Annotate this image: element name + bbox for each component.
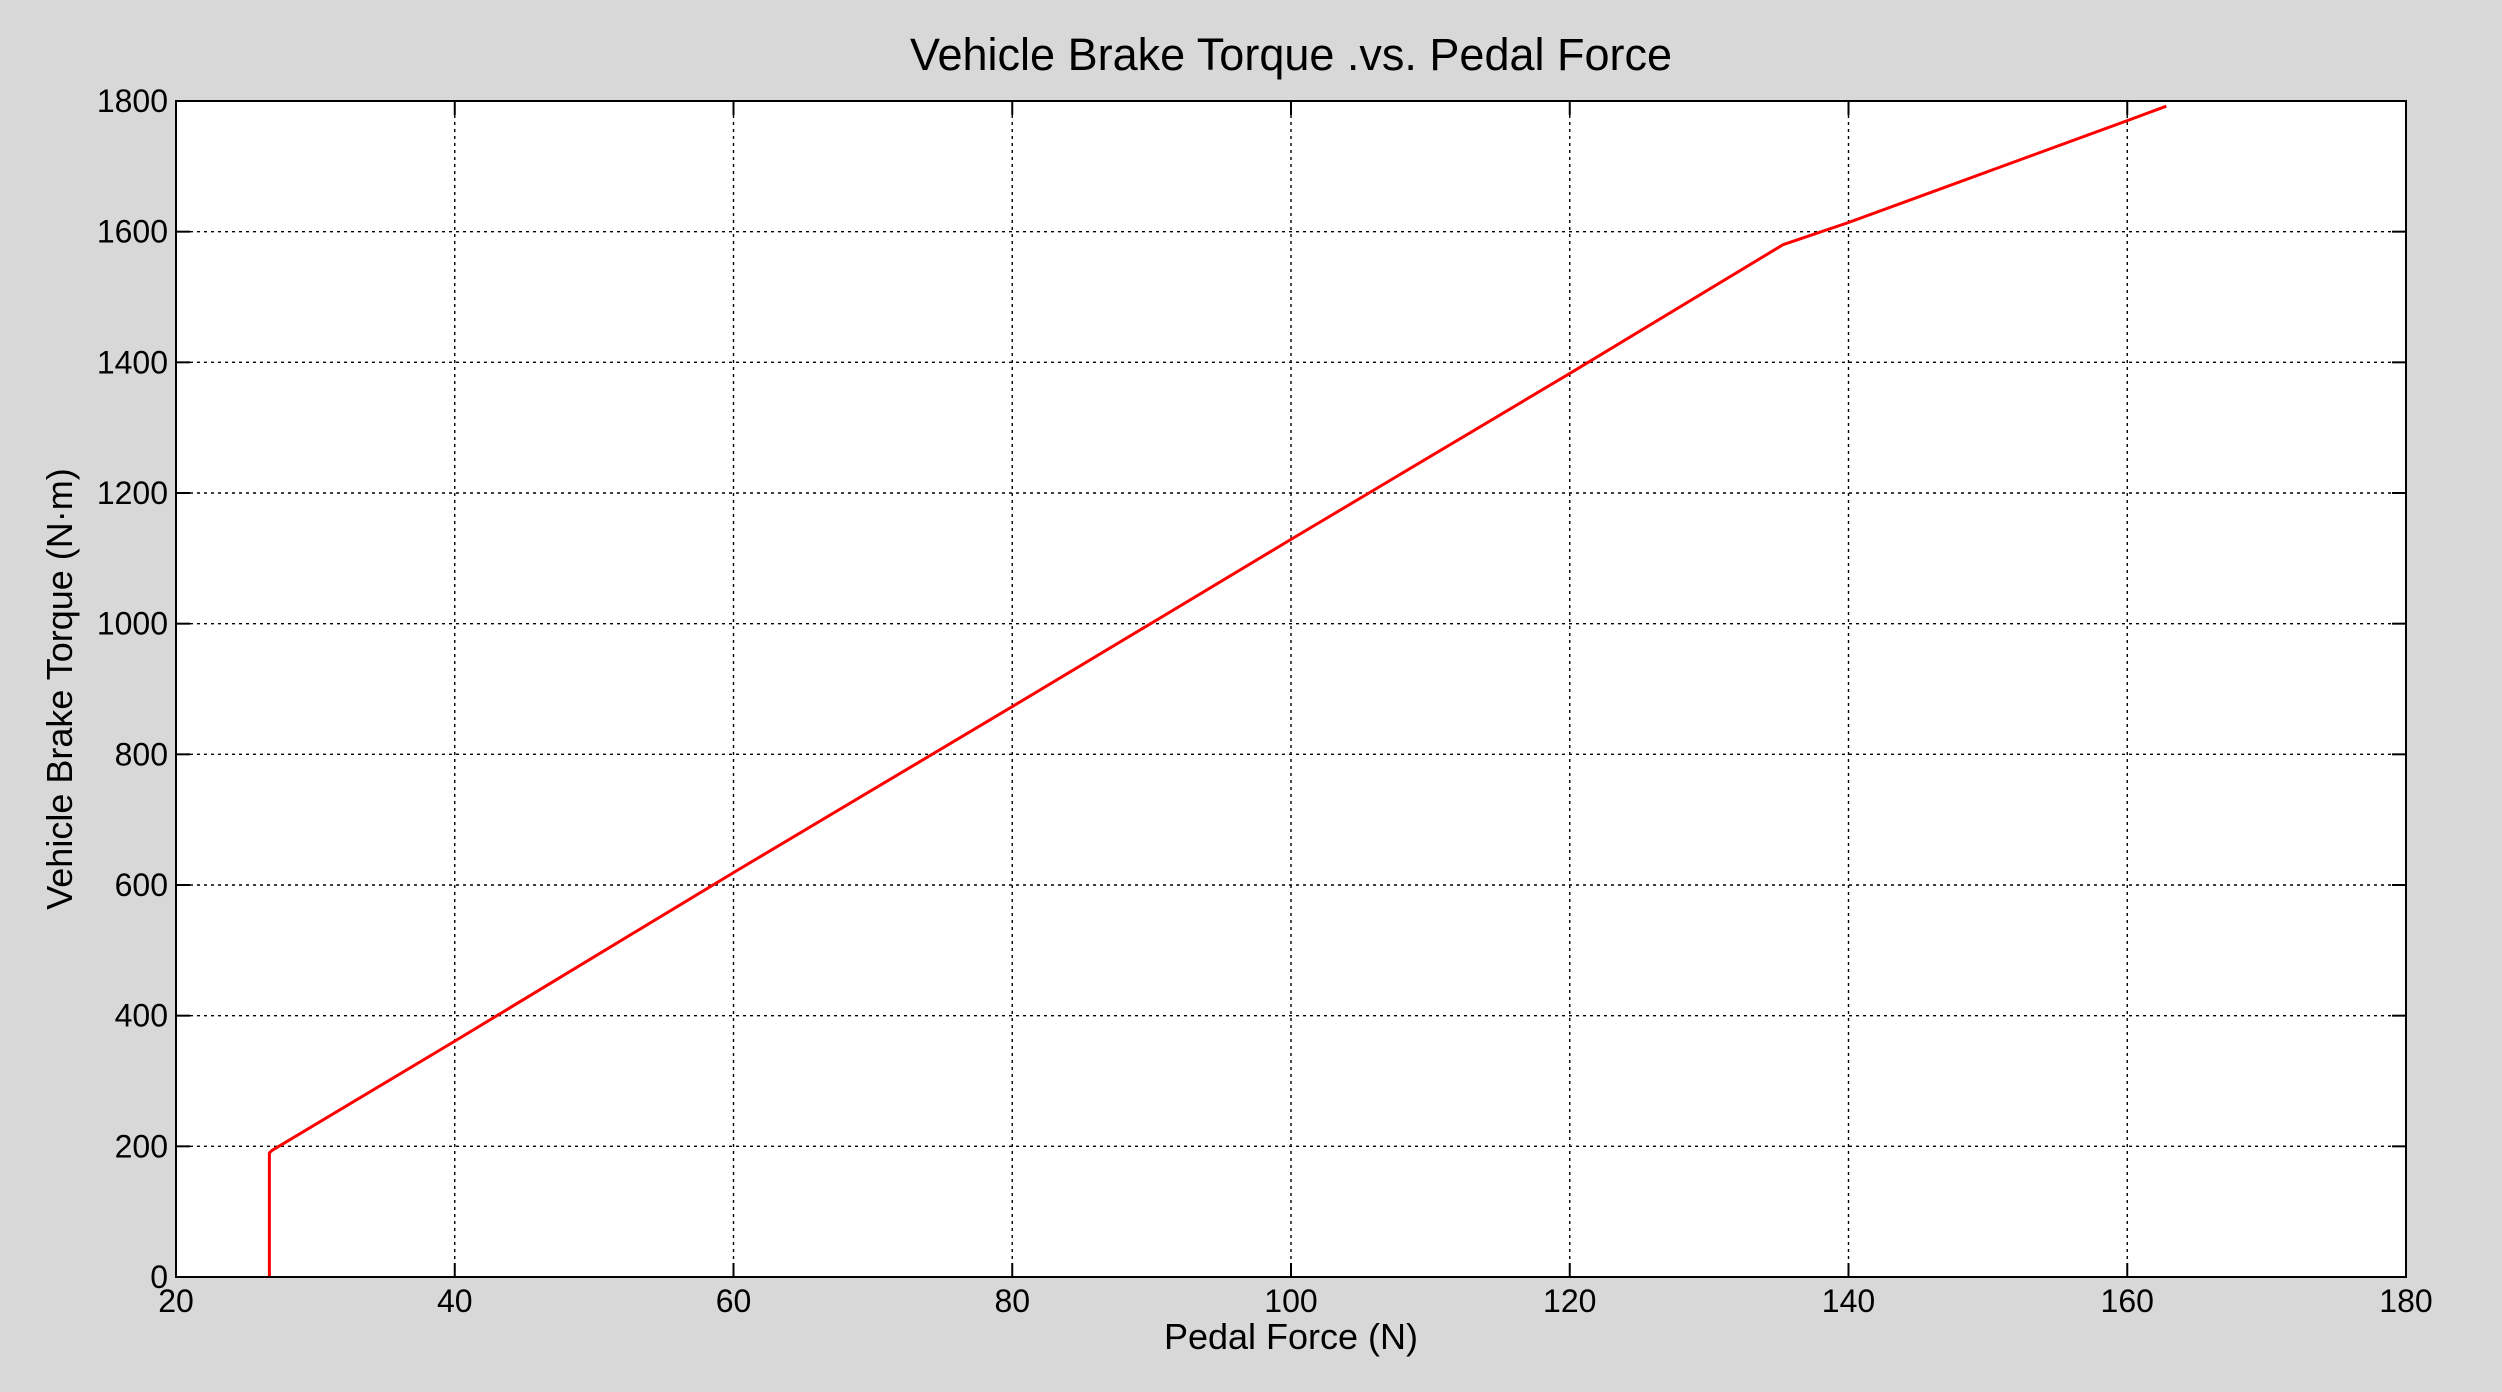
x-tick-label: 100 (1264, 1283, 1317, 1319)
x-tick-label: 180 (2379, 1283, 2432, 1319)
chart-title: Vehicle Brake Torque .vs. Pedal Force (910, 29, 1672, 80)
y-tick-label: 1800 (97, 83, 168, 119)
y-tick-label: 400 (115, 998, 168, 1034)
series-line (267, 104, 2167, 1277)
y-tick-label: 1400 (97, 344, 168, 380)
y-tick-labels: 0 200 400 600 800 1000 1200 1400 1600 1800 (97, 83, 168, 1295)
y-tick-label: 1000 (97, 606, 168, 642)
y-tick-label: 1600 (97, 214, 168, 250)
x-tick-label: 80 (994, 1283, 1030, 1319)
y-tick-label: 600 (115, 867, 168, 903)
y-tick-label: 0 (150, 1259, 168, 1295)
x-axis-label: Pedal Force (N) (1164, 1316, 1418, 1357)
x-tick-labels: 20 40 60 80 100 120 140 160 180 (158, 1283, 2432, 1319)
series-layer (267, 104, 2167, 1277)
x-tick-label: 160 (2101, 1283, 2154, 1319)
grid-lines (176, 101, 2406, 1277)
x-tick-label: 40 (437, 1283, 473, 1319)
x-tick-label: 140 (1822, 1283, 1875, 1319)
y-tick-label: 1200 (97, 475, 168, 511)
y-axis-label: Vehicle Brake Torque (N·m) (39, 468, 80, 910)
y-tick-label: 200 (115, 1128, 168, 1164)
y-tick-label: 800 (115, 736, 168, 772)
x-tick-label: 60 (716, 1283, 752, 1319)
x-tick-label: 120 (1543, 1283, 1596, 1319)
x-tick-label: 20 (158, 1283, 194, 1319)
tick-marks (175, 100, 2407, 1278)
